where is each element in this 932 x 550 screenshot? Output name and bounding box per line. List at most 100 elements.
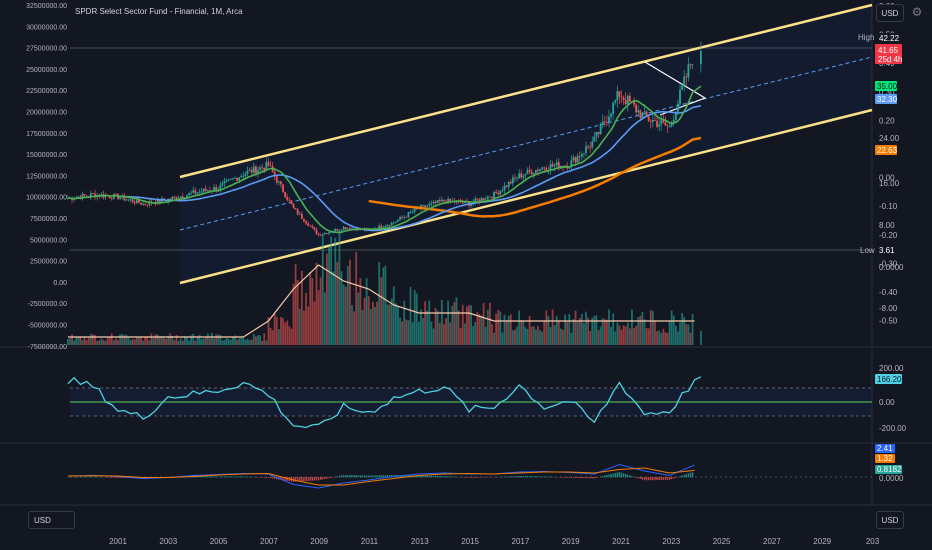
volume-bar [248, 340, 251, 345]
candle-body [309, 225, 312, 227]
volume-bar [438, 322, 441, 345]
candle-body [236, 177, 238, 181]
macd-hist-bar [595, 477, 598, 478]
volume-bar [246, 339, 249, 345]
volume-bar [672, 315, 675, 345]
channel-lower-line[interactable] [179, 108, 873, 285]
macd-hist-bar [113, 477, 115, 478]
candle-body [296, 209, 299, 215]
macd-hist-bar [466, 477, 468, 478]
macd-hist-bar [664, 477, 667, 480]
last-price-value: 41.65 [878, 46, 899, 55]
volume-bar [79, 336, 82, 345]
volume-bar [526, 328, 529, 345]
volume-bar [305, 292, 307, 345]
volume-bar [156, 334, 159, 345]
channel-upper-line[interactable] [179, 3, 873, 179]
candle-body [683, 76, 686, 86]
chart-settings-icon[interactable]: ⚙ [911, 5, 923, 19]
macd-hist-bar [631, 476, 633, 478]
candle-body [685, 76, 688, 78]
sma-slow-value: 22.63 [877, 146, 898, 155]
macd-hist-bar [658, 477, 660, 481]
macd-hist-bar [620, 472, 623, 478]
candle-body [518, 173, 521, 179]
macd-hist-bar [618, 472, 621, 478]
left-axis: 32500000.00 30000000.00 27500000.00 2500000… [26, 3, 67, 351]
macd-hist-bar [334, 476, 336, 478]
cci-axis-tick: 0.00 [879, 398, 895, 407]
candle-body [491, 197, 493, 199]
candle-body [89, 193, 92, 197]
volume-bar [163, 337, 165, 345]
candle-body [259, 167, 261, 170]
candle-body [516, 178, 518, 179]
volume-bar [589, 330, 592, 345]
volume-bar [622, 325, 625, 345]
candle-body [476, 198, 479, 200]
macd-hist-bar [359, 475, 362, 478]
candle-body [599, 123, 602, 135]
candle-body [146, 204, 149, 206]
volume-bar [87, 337, 90, 345]
macd-signal-line [67, 467, 695, 486]
sma-fast-marker: 35.00 [875, 81, 898, 91]
candle-body [583, 153, 585, 154]
candle-body [254, 166, 257, 174]
candle-body [275, 176, 278, 183]
candle-body [330, 232, 333, 233]
volume-bar [123, 335, 126, 345]
currency-selector-bottom-right[interactable]: USD [876, 511, 904, 529]
currency-selector-top[interactable]: USD [876, 4, 904, 22]
volume-bar [409, 286, 412, 345]
volume-bar [687, 324, 690, 345]
volume-bar [167, 336, 170, 345]
volume-bar [547, 316, 550, 345]
volume-bar [605, 319, 608, 345]
volume-bar [616, 322, 619, 345]
volume-bar [204, 337, 207, 345]
volume-bar [267, 317, 270, 345]
candle-body [428, 204, 431, 206]
volume-bar [403, 300, 406, 345]
candle-body [449, 198, 452, 202]
volume-bar [378, 262, 381, 345]
volume-bar [501, 332, 504, 345]
volume-bar [326, 253, 328, 345]
macd-hist-bar [564, 477, 566, 478]
currency-selector-bottom-left[interactable]: USD [28, 511, 75, 529]
candle-body [578, 156, 581, 157]
macd-hist-bar [121, 477, 123, 478]
candle-body [658, 124, 661, 127]
macd-hist-bar [503, 476, 506, 478]
triangle-pattern[interactable] [644, 61, 707, 116]
macd-hist-bar [635, 477, 637, 478]
macd-hist-bar [652, 477, 654, 481]
volume-bar [415, 293, 418, 345]
volume-bar [399, 317, 401, 345]
low-marker: Low 3.61 [860, 245, 898, 255]
volume-bar [106, 338, 109, 345]
volume-bar [576, 321, 579, 345]
macd-hist-bar [365, 475, 368, 478]
volume-bar [597, 330, 600, 345]
volume-bar [468, 305, 470, 345]
volume-bar [196, 336, 199, 345]
macd-hist-bar [265, 477, 268, 478]
volume-bar [524, 327, 527, 345]
candle-body [526, 169, 529, 175]
candle-body [303, 218, 305, 222]
volume-bar [516, 326, 518, 345]
cci-axis-tick: -200.00 [879, 424, 907, 433]
volume-bar [470, 305, 472, 345]
candle-body [643, 111, 646, 113]
candle-body [311, 226, 314, 228]
volume-bar [509, 314, 512, 345]
volume-bar [384, 265, 387, 345]
macd-hist-bar [382, 475, 385, 478]
macd-hist-bar [345, 475, 347, 478]
right-axis-tick: -0.20 [879, 231, 898, 240]
left-axis-tick: 32500000.00 [26, 3, 67, 10]
volume-bar [474, 322, 477, 345]
